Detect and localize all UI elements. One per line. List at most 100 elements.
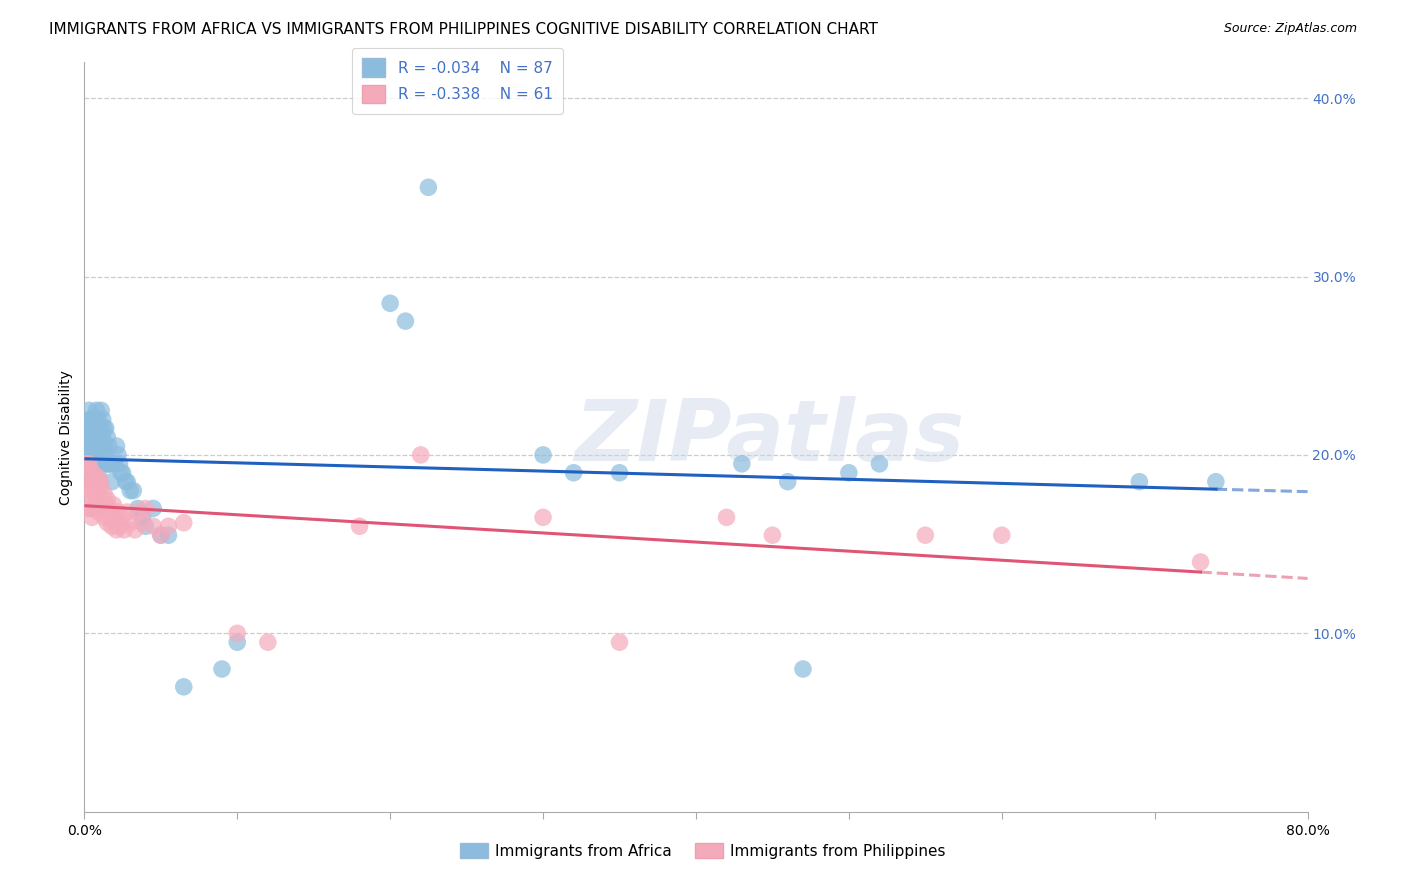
- Point: [75, 466, 97, 480]
- Point: [76, 448, 98, 462]
- Point: [79, 430, 101, 444]
- Text: ZIPatlas: ZIPatlas: [574, 395, 965, 479]
- Point: [103, 498, 125, 512]
- Point: [418, 180, 440, 194]
- Point: [96, 516, 118, 530]
- Point: [173, 680, 195, 694]
- Point: [80, 510, 103, 524]
- Point: [131, 510, 153, 524]
- Point: [97, 457, 120, 471]
- Point: [135, 501, 157, 516]
- Point: [90, 457, 112, 471]
- Point: [257, 635, 280, 649]
- Point: [84, 430, 107, 444]
- Point: [77, 403, 100, 417]
- Point: [79, 480, 101, 494]
- Point: [101, 457, 124, 471]
- Point: [83, 492, 105, 507]
- Point: [124, 523, 146, 537]
- Point: [91, 448, 114, 462]
- Point: [76, 457, 98, 471]
- Point: [80, 466, 103, 480]
- Point: [226, 626, 249, 640]
- Point: [89, 473, 111, 487]
- Point: [838, 466, 860, 480]
- Point: [90, 478, 112, 492]
- Point: [76, 421, 98, 435]
- Point: [96, 492, 118, 507]
- Point: [87, 412, 110, 426]
- Point: [87, 439, 110, 453]
- Point: [83, 448, 105, 462]
- Point: [531, 448, 554, 462]
- Point: [716, 510, 738, 524]
- Point: [79, 448, 101, 462]
- Point: [86, 439, 108, 453]
- Point: [86, 421, 108, 435]
- Point: [87, 480, 110, 494]
- Point: [107, 448, 129, 462]
- Point: [122, 483, 145, 498]
- Point: [380, 296, 402, 310]
- Point: [1128, 475, 1150, 489]
- Point: [94, 498, 117, 512]
- Point: [90, 501, 112, 516]
- Point: [173, 516, 195, 530]
- Point: [76, 475, 98, 489]
- Point: [86, 469, 108, 483]
- Point: [149, 528, 172, 542]
- Point: [98, 510, 121, 524]
- Text: Source: ZipAtlas.com: Source: ZipAtlas.com: [1223, 22, 1357, 36]
- Legend: R = -0.034    N = 87, R = -0.338    N = 61: R = -0.034 N = 87, R = -0.338 N = 61: [352, 47, 564, 114]
- Point: [79, 462, 101, 476]
- Point: [115, 475, 138, 489]
- Point: [76, 483, 98, 498]
- Point: [101, 519, 124, 533]
- Point: [127, 505, 149, 519]
- Point: [77, 475, 100, 489]
- Point: [349, 519, 371, 533]
- Point: [80, 412, 103, 426]
- Point: [96, 430, 118, 444]
- Point: [77, 457, 100, 471]
- Point: [84, 475, 107, 489]
- Point: [86, 492, 108, 507]
- Point: [94, 448, 117, 462]
- Point: [869, 457, 891, 471]
- Point: [84, 457, 107, 471]
- Point: [83, 430, 105, 444]
- Point: [89, 439, 111, 453]
- Point: [97, 439, 120, 453]
- Point: [394, 314, 416, 328]
- Point: [104, 510, 127, 524]
- Point: [103, 457, 125, 471]
- Point: [79, 412, 101, 426]
- Point: [80, 439, 103, 453]
- Point: [115, 505, 138, 519]
- Point: [86, 457, 108, 471]
- Point: [792, 662, 814, 676]
- Point: [79, 501, 101, 516]
- Point: [609, 466, 631, 480]
- Point: [101, 475, 124, 489]
- Point: [142, 519, 165, 533]
- Point: [96, 457, 118, 471]
- Point: [157, 528, 180, 542]
- Legend: Immigrants from Africa, Immigrants from Philippines: Immigrants from Africa, Immigrants from …: [454, 837, 952, 864]
- Point: [84, 412, 107, 426]
- Point: [776, 475, 799, 489]
- Point: [149, 528, 172, 542]
- Point: [609, 635, 631, 649]
- Point: [562, 466, 585, 480]
- Point: [105, 439, 128, 453]
- Point: [108, 457, 131, 471]
- Point: [108, 519, 131, 533]
- Point: [80, 457, 103, 471]
- Point: [87, 505, 110, 519]
- Point: [89, 498, 111, 512]
- Point: [77, 501, 100, 516]
- Point: [91, 492, 114, 507]
- Point: [83, 466, 105, 480]
- Point: [84, 501, 107, 516]
- Point: [110, 466, 132, 480]
